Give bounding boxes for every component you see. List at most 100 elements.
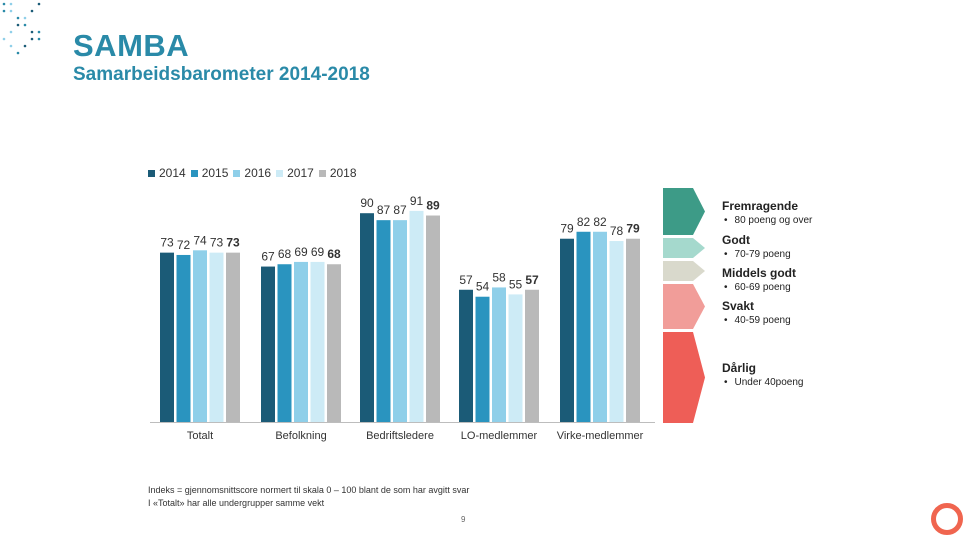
data-label: 91 <box>410 194 424 208</box>
legend-item-2017: 2017 <box>276 166 314 180</box>
data-label: 73 <box>226 236 240 250</box>
decorative-dot <box>23 16 27 20</box>
data-label: 68 <box>278 247 292 261</box>
decorative-dot <box>9 30 13 34</box>
decorative-dot <box>23 44 27 48</box>
bar-2015-0 <box>176 254 191 422</box>
data-label: 87 <box>393 203 407 217</box>
bar-2017-4 <box>609 241 624 422</box>
data-label: 68 <box>327 247 341 261</box>
data-label: 73 <box>210 236 224 250</box>
legend-swatch-2015 <box>190 169 198 177</box>
data-label: 72 <box>177 238 191 252</box>
data-label: 74 <box>193 233 207 247</box>
bar-2016-3 <box>492 287 506 422</box>
bar-2015-3 <box>475 296 490 422</box>
bar-2014-1 <box>261 266 275 422</box>
footnote-index: Indeks = gjennomsnittscore normert til s… <box>148 485 470 495</box>
legend-label-2015: 2015 <box>201 166 229 180</box>
legend-label-2014: 2014 <box>159 166 186 180</box>
scale-item-middels-godt: Middels godt 60-69 poeng <box>722 266 796 295</box>
data-label: 54 <box>476 280 490 294</box>
decorative-dot <box>37 30 41 34</box>
bar-2017-1 <box>310 261 325 422</box>
legend-item-2015: 2015 <box>190 166 229 180</box>
data-label: 89 <box>426 199 440 213</box>
scale-desc-darlig: Under 40poeng <box>722 376 804 390</box>
data-label: 87 <box>377 203 391 217</box>
scale-label-darlig: Dårlig <box>722 361 757 375</box>
data-label: 58 <box>492 270 506 284</box>
legend-swatch-2018 <box>318 169 326 177</box>
bar-2017-3 <box>508 294 523 422</box>
page-number: 9 <box>461 515 466 524</box>
data-label: 78 <box>610 224 624 238</box>
scale-arrow-1 <box>663 238 705 258</box>
data-label: 82 <box>577 215 591 229</box>
bar-2016-4 <box>593 231 607 422</box>
decorative-dot <box>2 2 6 6</box>
legend-item-2014: 2014 <box>148 166 186 180</box>
decorative-dot-pattern <box>2 2 41 55</box>
bar-2016-0 <box>193 250 207 422</box>
bar-2014-2 <box>360 213 374 422</box>
bar-2018-2 <box>426 215 440 422</box>
bar-2016-2 <box>393 220 407 422</box>
data-label: 57 <box>525 273 539 287</box>
scale-arrow-3 <box>663 284 705 329</box>
legend-swatch-2017 <box>276 169 284 177</box>
bar-2018-0 <box>226 252 240 422</box>
bar-2018-4 <box>626 238 640 422</box>
bar-2017-2 <box>409 210 424 422</box>
page-title: SAMBA <box>73 28 190 63</box>
data-label: 55 <box>509 277 523 291</box>
legend-label-2017: 2017 <box>287 166 314 180</box>
data-label: 57 <box>459 273 473 287</box>
data-label: 90 <box>360 196 374 210</box>
category-label: Totalt <box>187 430 213 442</box>
bar-2015-2 <box>376 220 391 422</box>
legend-label-2016: 2016 <box>244 166 272 180</box>
scale-desc-godt: 70-79 poeng <box>722 248 791 262</box>
data-label: 79 <box>626 222 640 236</box>
chart-legend: 2014 2015 2016 2017 2018 <box>148 166 362 180</box>
bar-2017-0 <box>209 252 224 422</box>
decorative-dot <box>30 37 34 41</box>
data-label: 82 <box>593 215 607 229</box>
logo-ring-icon <box>931 503 963 535</box>
category-label: Bedriftsledere <box>366 430 434 442</box>
data-label: 79 <box>560 222 574 236</box>
bar-2014-3 <box>459 289 473 422</box>
bar-2014-4 <box>560 238 574 422</box>
decorative-dot <box>30 30 34 34</box>
scale-item-svakt: Svakt 40-59 poeng <box>722 299 791 328</box>
bar-2018-3 <box>525 289 539 422</box>
scale-label-fremragende: Fremragende <box>722 199 799 213</box>
scale-arrow-0 <box>663 188 705 235</box>
scale-label-godt: Godt <box>722 233 750 247</box>
decorative-dot <box>16 16 20 20</box>
bar-2016-1 <box>294 261 308 422</box>
decorative-dot <box>37 37 41 41</box>
page-subtitle: Samarbeidsbarometer 2014-2018 <box>73 64 370 85</box>
bar-2014-0 <box>160 252 174 422</box>
category-label: Befolkning <box>275 430 326 442</box>
scale-item-darlig: Dårlig Under 40poeng <box>722 361 803 390</box>
scale-desc-middels-godt: 60-69 poeng <box>722 281 796 295</box>
legend-label-2018: 2018 <box>329 166 357 180</box>
decorative-dot <box>9 2 13 6</box>
bar-2015-4 <box>576 231 591 422</box>
scale-item-godt: Godt 70-79 poeng <box>722 233 791 262</box>
data-label: 69 <box>311 245 325 259</box>
scale-desc-fremragende: 80 poeng og over <box>722 214 813 228</box>
decorative-dot <box>37 2 41 6</box>
decorative-dot <box>30 9 34 13</box>
decorative-dot <box>9 9 13 13</box>
scale-label-middels-godt: Middels godt <box>722 266 796 280</box>
decorative-dot <box>9 44 13 48</box>
data-label: 69 <box>294 245 308 259</box>
bar-2015-1 <box>277 264 292 422</box>
legend-swatch-2014 <box>148 169 155 177</box>
decorative-dot <box>16 51 20 55</box>
